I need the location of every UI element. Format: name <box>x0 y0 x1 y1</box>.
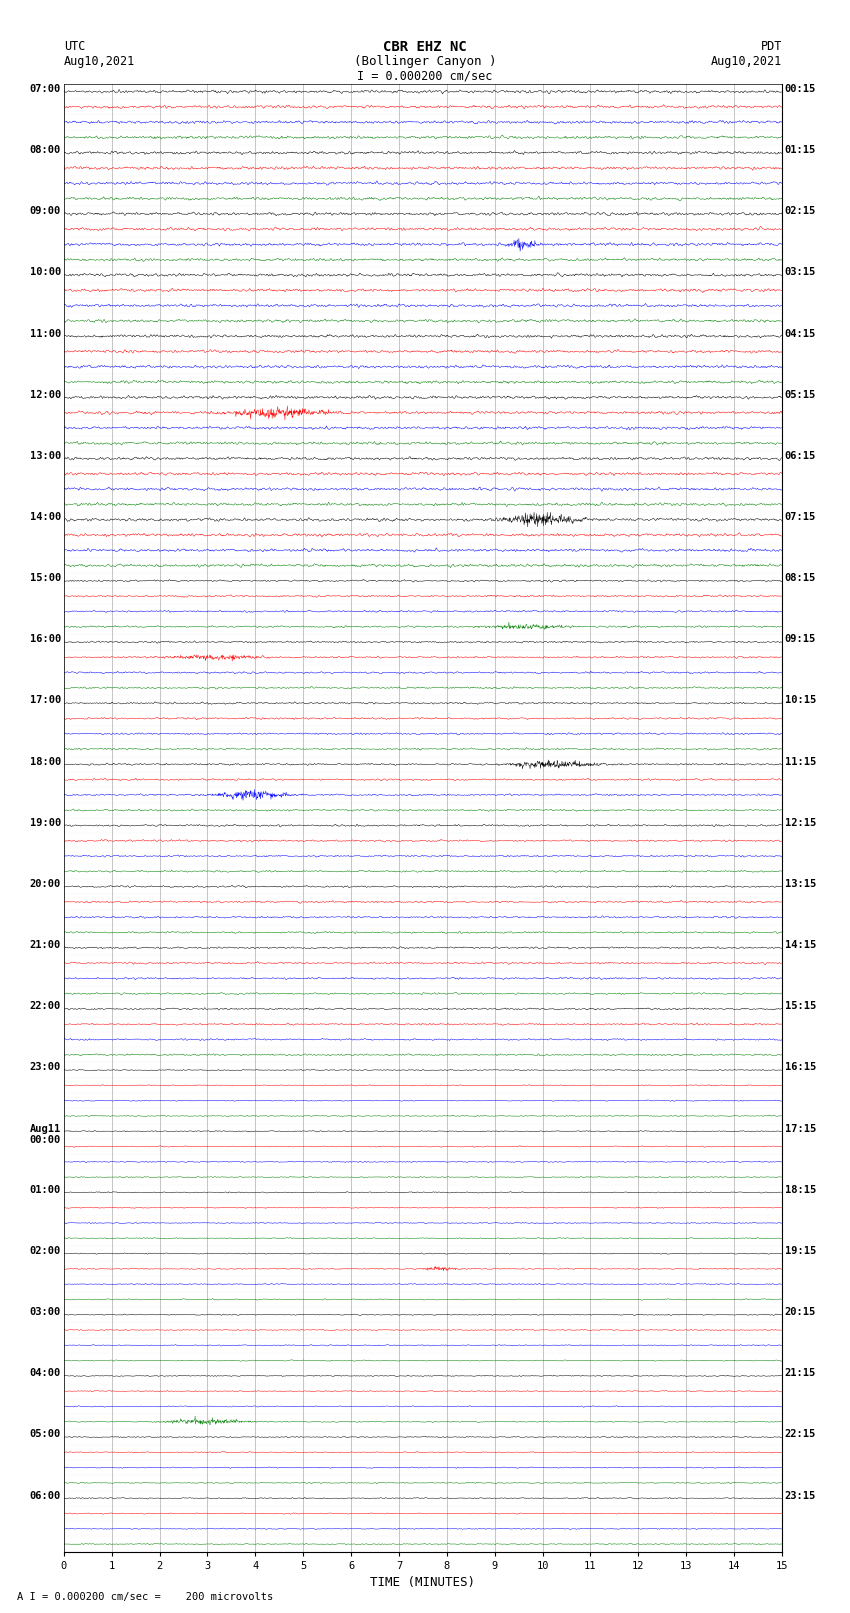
Text: UTC: UTC <box>64 40 85 53</box>
Text: Aug10,2021: Aug10,2021 <box>64 55 135 68</box>
Text: A I = 0.000200 cm/sec =    200 microvolts: A I = 0.000200 cm/sec = 200 microvolts <box>17 1592 273 1602</box>
Text: CBR EHZ NC: CBR EHZ NC <box>383 40 467 53</box>
X-axis label: TIME (MINUTES): TIME (MINUTES) <box>371 1576 475 1589</box>
Text: Aug10,2021: Aug10,2021 <box>711 55 782 68</box>
Text: I = 0.000200 cm/sec: I = 0.000200 cm/sec <box>357 69 493 82</box>
Text: PDT: PDT <box>761 40 782 53</box>
Text: (Bollinger Canyon ): (Bollinger Canyon ) <box>354 55 496 68</box>
